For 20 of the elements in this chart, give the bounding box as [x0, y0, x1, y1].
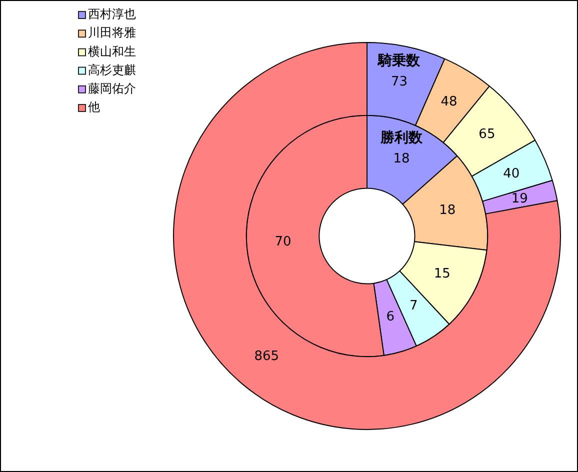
legend-label: 川田将雅 — [88, 26, 136, 40]
data-label: 7 — [409, 298, 418, 314]
data-label: 73 — [390, 74, 408, 90]
data-label: 15 — [434, 266, 450, 282]
data-label: 18 — [393, 152, 410, 167]
legend-label: 他 — [88, 100, 100, 114]
data-label: 48 — [440, 94, 458, 110]
legend-label: 西村淳也 — [88, 7, 136, 22]
slice-label: 勝利数 — [379, 130, 424, 146]
data-label: 70 — [274, 234, 292, 250]
data-label: 19 — [511, 191, 528, 206]
legend-label: 藤岡佑介 — [88, 82, 136, 96]
data-label: 18 — [439, 203, 456, 218]
legend-label: 高杉吏麒 — [88, 62, 136, 77]
data-label: 65 — [478, 126, 496, 142]
data-label: 40 — [503, 166, 520, 182]
data-label: 865 — [254, 349, 280, 364]
data-label: 6 — [386, 309, 395, 324]
slice-label: 騎乗数 — [377, 52, 422, 69]
legend-label: 横山和生 — [88, 44, 136, 58]
